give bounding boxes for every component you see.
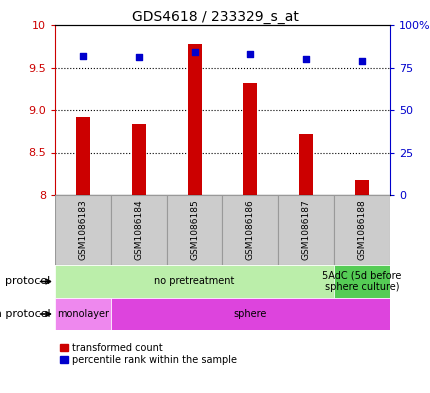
Text: growth protocol: growth protocol (0, 309, 51, 319)
Point (246, 51, 253, 57)
Text: monolayer: monolayer (57, 309, 109, 319)
Point (190, 49, 197, 55)
Bar (76, 117, 90, 195)
Bar (278, 195, 333, 265)
Text: GSM1086185: GSM1086185 (190, 200, 199, 261)
Bar (222, 195, 278, 265)
Text: protocol: protocol (6, 277, 51, 286)
Text: 5AdC (5d before
sphere culture): 5AdC (5d before sphere culture) (322, 271, 401, 292)
Text: GDS4618 / 233329_s_at: GDS4618 / 233329_s_at (132, 10, 298, 24)
Point (302, 56, 309, 62)
Bar (187, 44, 201, 195)
Text: sphere: sphere (233, 309, 267, 319)
Bar (354, 180, 368, 195)
Bar (333, 265, 389, 298)
Bar (111, 195, 166, 265)
Bar (298, 134, 313, 195)
Text: GSM1086184: GSM1086184 (134, 200, 143, 260)
Bar (111, 298, 389, 330)
Legend: transformed count, percentile rank within the sample: transformed count, percentile rank withi… (60, 343, 236, 365)
Bar (333, 195, 389, 265)
Bar (243, 83, 257, 195)
Text: GSM1086187: GSM1086187 (301, 200, 310, 261)
Point (79, 52, 86, 59)
Point (135, 54, 142, 61)
Bar (166, 195, 222, 265)
Bar (55, 298, 111, 330)
Bar (132, 125, 145, 195)
Bar (55, 265, 333, 298)
Point (358, 57, 365, 64)
Text: GSM1086188: GSM1086188 (357, 200, 366, 261)
Text: GSM1086183: GSM1086183 (78, 200, 87, 261)
Bar (55, 195, 111, 265)
Text: GSM1086186: GSM1086186 (246, 200, 254, 261)
Text: no pretreatment: no pretreatment (154, 277, 234, 286)
